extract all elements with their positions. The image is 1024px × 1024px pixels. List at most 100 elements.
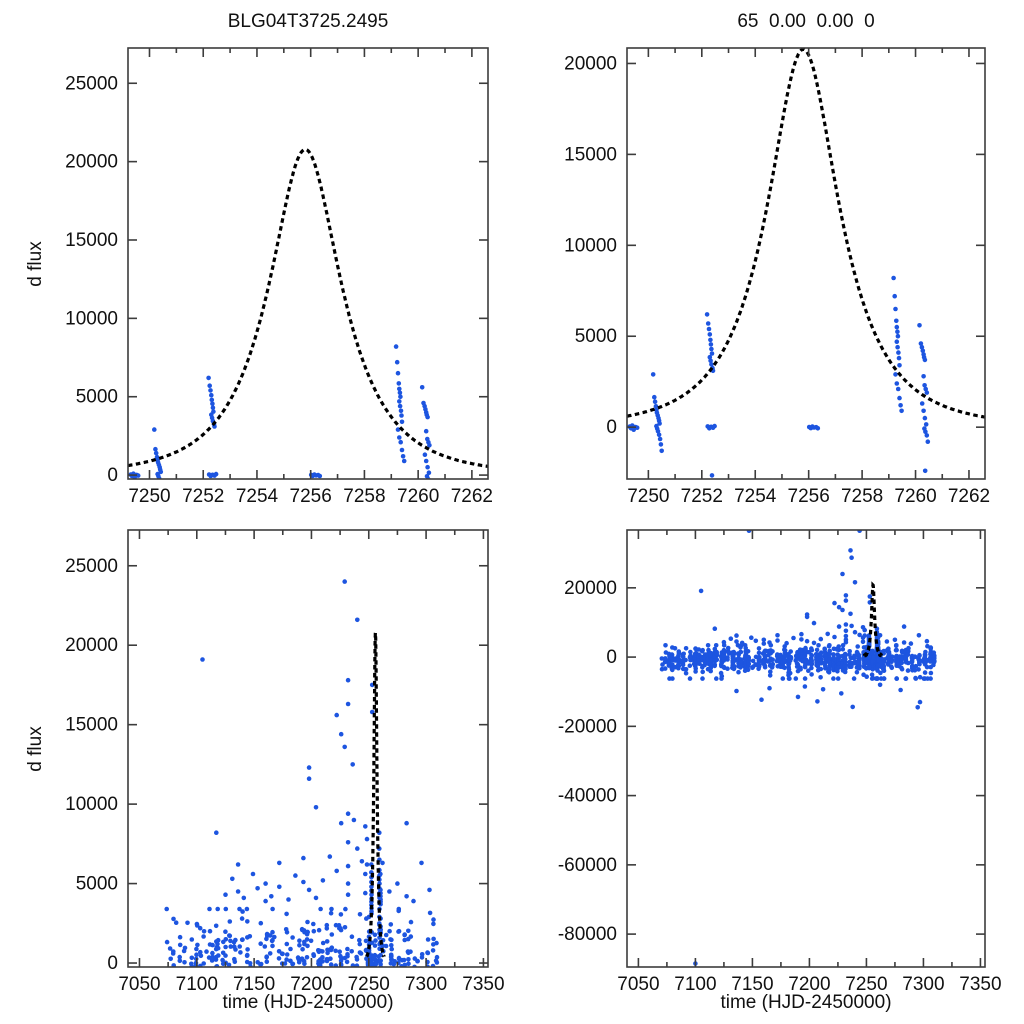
axis-ticks — [128, 48, 488, 479]
data-point — [743, 659, 748, 664]
data-point — [851, 676, 857, 681]
data-point — [263, 898, 268, 904]
data-point — [893, 647, 899, 653]
data-point — [398, 408, 404, 414]
data-point — [171, 963, 176, 967]
data-point — [895, 329, 900, 335]
data-point — [389, 946, 395, 952]
data-point — [369, 884, 374, 890]
data-point — [320, 949, 325, 954]
data-point — [327, 854, 333, 859]
data-point — [842, 652, 848, 658]
data-point — [820, 687, 826, 692]
data-point — [262, 944, 268, 949]
data-point — [770, 657, 775, 662]
x-tick-label: 7262 — [451, 486, 493, 507]
data-point — [848, 548, 853, 553]
data-point — [216, 953, 221, 958]
data-point — [804, 614, 810, 620]
data-point — [431, 936, 436, 942]
y-tick-label: 20000 — [65, 635, 118, 656]
data-point — [714, 657, 720, 662]
y-tick-label: 20000 — [65, 152, 118, 173]
data-point — [425, 937, 431, 942]
data-point — [301, 879, 306, 885]
data-point — [194, 946, 199, 952]
data-point — [893, 372, 898, 377]
data-point — [426, 470, 432, 476]
data-point — [297, 943, 302, 948]
data-point — [847, 649, 852, 654]
data-point — [345, 840, 351, 845]
data-point — [320, 955, 325, 960]
data-point — [419, 955, 425, 960]
data-point — [223, 944, 228, 950]
data-point — [818, 675, 823, 680]
data-point — [891, 275, 896, 281]
x-axis-label-right: time (HJD-2450000) — [720, 992, 892, 1013]
data-point — [738, 660, 744, 666]
data-point — [712, 423, 717, 429]
data-point — [383, 943, 389, 949]
data-point — [342, 744, 348, 750]
data-point — [431, 917, 436, 922]
data-point — [924, 638, 930, 644]
y-tick-label: -60000 — [558, 855, 617, 876]
data-point — [311, 953, 317, 959]
data-point — [893, 643, 899, 648]
data-point — [423, 458, 429, 464]
data-point — [721, 639, 727, 645]
data-point — [731, 657, 736, 663]
data-point — [886, 650, 892, 656]
data-point — [922, 415, 928, 421]
data-point — [738, 665, 743, 670]
data-point — [284, 941, 290, 947]
data-point — [836, 661, 842, 667]
panel-top-right: 7250 7252 7254 7256 7258 7260 7262 0 5000 10000 15… — [564, 47, 990, 507]
data-point — [430, 963, 436, 967]
data-point — [860, 639, 866, 645]
data-point — [924, 433, 930, 438]
data-point — [901, 640, 907, 645]
data-point — [721, 653, 727, 658]
data-point — [905, 660, 911, 666]
data-point — [925, 439, 931, 445]
data-point — [793, 676, 799, 681]
model-curve — [627, 48, 985, 419]
data-point — [201, 961, 206, 966]
data-point — [267, 951, 273, 956]
data-point — [709, 351, 715, 356]
data-point — [721, 649, 727, 655]
data-point — [818, 636, 824, 642]
y-tick-label: 20000 — [564, 578, 617, 599]
x-tick-label: 7350 — [959, 974, 1001, 995]
data-point — [866, 664, 872, 669]
data-point — [301, 855, 306, 861]
data-point — [208, 388, 213, 393]
data-point — [893, 306, 898, 312]
data-point — [349, 934, 355, 939]
data-point — [398, 439, 404, 445]
data-point — [394, 359, 400, 365]
data-point — [854, 669, 860, 675]
data-point — [822, 647, 827, 652]
data-point — [363, 890, 368, 896]
data-point — [235, 889, 241, 894]
data-point — [767, 640, 772, 645]
data-point — [425, 464, 430, 470]
data-point — [683, 657, 688, 663]
data-point — [431, 921, 436, 927]
data-point — [198, 963, 203, 967]
data-point — [427, 910, 433, 916]
data-point — [177, 934, 183, 940]
x-tick-label: 7254 — [734, 486, 777, 507]
data-point — [759, 697, 764, 702]
y-tick-label: 15000 — [65, 230, 118, 251]
data-point — [917, 653, 922, 659]
data-point — [825, 631, 830, 637]
data-point — [875, 635, 881, 640]
data-point — [818, 666, 824, 672]
data-point — [359, 859, 365, 864]
data-point — [899, 408, 904, 414]
data-point — [177, 954, 182, 960]
